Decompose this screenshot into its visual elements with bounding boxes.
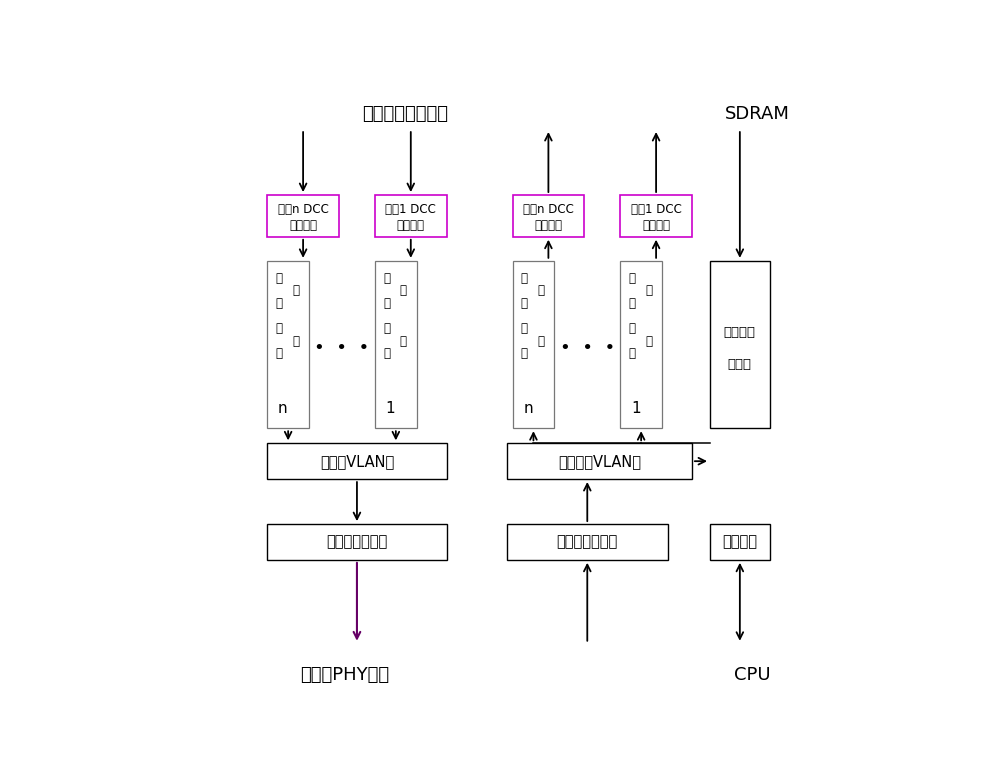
Text: 光传输处理器芯片: 光传输处理器芯片 bbox=[362, 105, 448, 124]
Text: 线路1 DCC: 线路1 DCC bbox=[385, 203, 436, 216]
Text: n: n bbox=[278, 401, 288, 416]
Text: 处: 处 bbox=[521, 272, 528, 285]
Text: 接: 接 bbox=[383, 347, 390, 361]
Bar bbox=[507, 524, 668, 560]
Text: 处: 处 bbox=[275, 272, 282, 285]
Bar bbox=[512, 261, 554, 428]
Text: 发: 发 bbox=[521, 347, 528, 361]
Text: 微机接口: 微机接口 bbox=[722, 535, 757, 549]
Text: 理: 理 bbox=[383, 297, 390, 310]
Text: 送: 送 bbox=[628, 322, 635, 335]
Bar bbox=[512, 195, 584, 237]
Text: 收: 收 bbox=[383, 322, 390, 335]
Bar bbox=[267, 261, 309, 428]
Bar bbox=[375, 195, 447, 237]
Text: •  •  •: • • • bbox=[560, 339, 615, 357]
Text: 收: 收 bbox=[275, 322, 282, 335]
Text: 开销插入: 开销插入 bbox=[534, 218, 562, 232]
Text: 线: 线 bbox=[537, 335, 544, 347]
Text: 以太网发送处理: 以太网发送处理 bbox=[326, 535, 388, 549]
Text: 路: 路 bbox=[400, 284, 407, 298]
Bar bbox=[710, 524, 770, 560]
Text: n: n bbox=[523, 401, 533, 416]
Text: 以太网接收处理: 以太网接收处理 bbox=[557, 535, 618, 549]
Text: 发: 发 bbox=[628, 347, 635, 361]
Text: 理: 理 bbox=[521, 297, 528, 310]
Text: 线: 线 bbox=[292, 335, 299, 347]
Text: 处: 处 bbox=[383, 272, 390, 285]
Text: 缓存接口: 缓存接口 bbox=[724, 326, 756, 340]
Text: 处: 处 bbox=[628, 272, 635, 285]
Text: 开销提取: 开销提取 bbox=[289, 218, 317, 232]
Text: 复用（VLAN）: 复用（VLAN） bbox=[320, 454, 394, 469]
Text: 接: 接 bbox=[275, 347, 282, 361]
Bar bbox=[375, 261, 417, 428]
Text: 1: 1 bbox=[386, 401, 395, 416]
Bar bbox=[620, 195, 692, 237]
Text: 路: 路 bbox=[292, 284, 299, 298]
Text: 控制器: 控制器 bbox=[728, 358, 752, 371]
Text: 1: 1 bbox=[631, 401, 641, 416]
Text: 路: 路 bbox=[537, 284, 544, 298]
Text: 以太网PHY芯片: 以太网PHY芯片 bbox=[300, 666, 390, 684]
Text: 开销提取: 开销提取 bbox=[397, 218, 425, 232]
Text: 理: 理 bbox=[628, 297, 635, 310]
Text: 线: 线 bbox=[400, 335, 407, 347]
Text: 理: 理 bbox=[275, 297, 282, 310]
Text: 解复用（VLAN）: 解复用（VLAN） bbox=[558, 454, 641, 469]
Text: 开销插入: 开销插入 bbox=[642, 218, 670, 232]
Text: 线路1 DCC: 线路1 DCC bbox=[631, 203, 682, 216]
Text: 线路n DCC: 线路n DCC bbox=[278, 203, 329, 216]
Text: 线: 线 bbox=[645, 335, 652, 347]
Bar bbox=[267, 524, 447, 560]
Text: •  •  •: • • • bbox=[314, 339, 370, 357]
Bar bbox=[507, 443, 692, 479]
Bar bbox=[710, 261, 770, 428]
Bar bbox=[267, 443, 447, 479]
Bar bbox=[267, 195, 339, 237]
Text: 路: 路 bbox=[645, 284, 652, 298]
Text: 线路n DCC: 线路n DCC bbox=[523, 203, 574, 216]
Text: SDRAM: SDRAM bbox=[725, 105, 790, 124]
Bar bbox=[620, 261, 662, 428]
Text: 送: 送 bbox=[521, 322, 528, 335]
Text: CPU: CPU bbox=[734, 666, 770, 684]
